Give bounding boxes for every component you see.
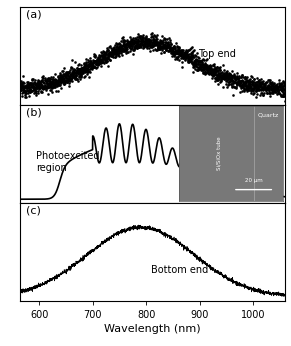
Text: Top end: Top end [198, 49, 236, 59]
Text: (b): (b) [26, 108, 41, 118]
Text: (c): (c) [26, 206, 40, 216]
X-axis label: Wavelength (nm): Wavelength (nm) [104, 324, 201, 334]
Text: Photoexcited
region: Photoexcited region [36, 151, 100, 173]
Text: Bottom end: Bottom end [151, 265, 208, 275]
Text: (a): (a) [26, 10, 41, 20]
